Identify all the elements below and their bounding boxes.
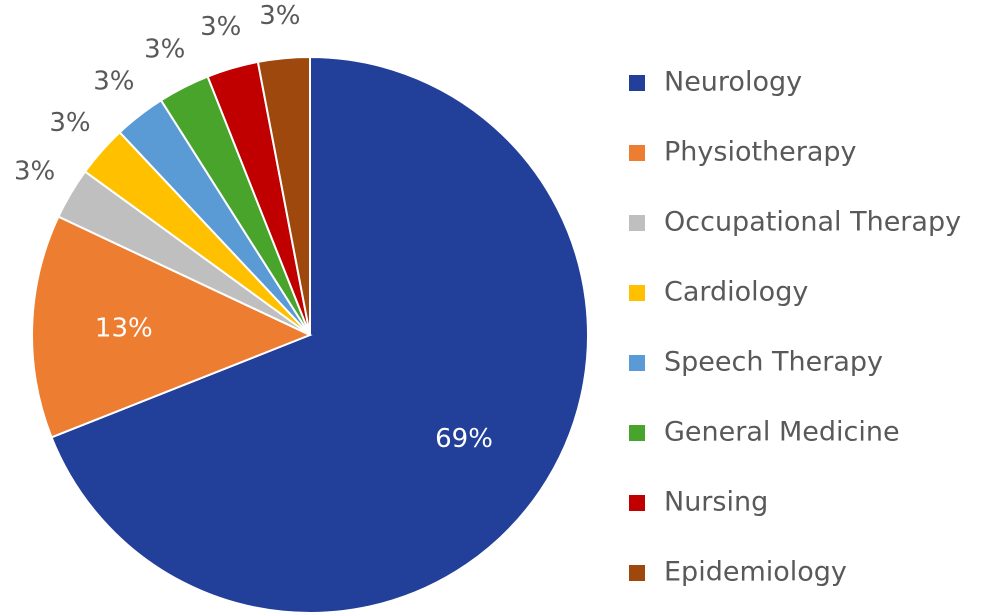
pie-slice <box>256 55 311 336</box>
legend-swatch <box>629 285 645 301</box>
legend-label: Cardiology <box>664 277 808 308</box>
legend-swatch <box>629 215 645 231</box>
legend-swatch <box>629 355 645 371</box>
data-label: 13% <box>95 314 153 344</box>
legend-swatch <box>629 495 645 511</box>
data-label: 3% <box>93 67 134 97</box>
data-label: 3% <box>14 157 55 187</box>
data-label: 3% <box>144 34 185 64</box>
legend-label: Neurology <box>664 67 802 98</box>
legend-label: Physiotherapy <box>664 137 857 168</box>
legend-label: Speech Therapy <box>664 347 883 378</box>
data-label: 3% <box>259 1 300 31</box>
legend-swatch <box>629 75 645 91</box>
data-label: 3% <box>49 108 90 138</box>
data-label: 69% <box>435 424 493 454</box>
pie-slice <box>50 55 589 614</box>
legend-swatch <box>629 425 645 441</box>
legend-label: Nursing <box>664 487 768 518</box>
legend-swatch <box>629 145 645 161</box>
legend-swatch <box>629 565 645 581</box>
data-label: 3% <box>200 12 241 42</box>
legend-label: Epidemiology <box>664 557 847 588</box>
pie-slice <box>31 215 313 439</box>
legend-label: Occupational Therapy <box>664 207 961 238</box>
legend-label: General Medicine <box>664 417 900 448</box>
